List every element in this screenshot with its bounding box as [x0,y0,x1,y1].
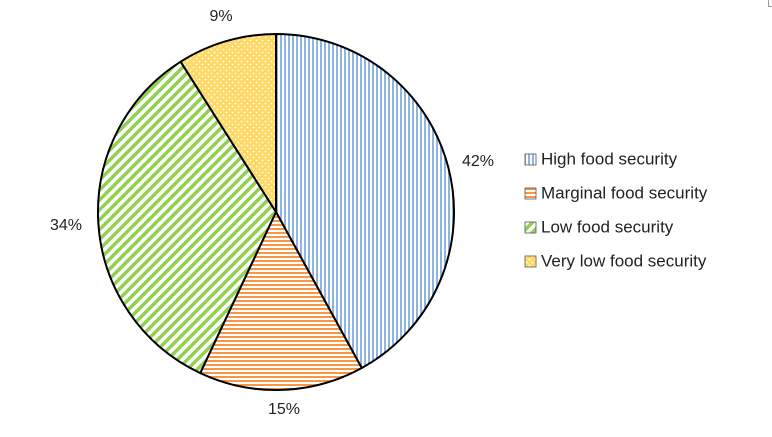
legend-swatch-high-food-security [524,153,537,166]
pie-slice-high-food-security [275,33,455,369]
legend-label-high-food-security: High food security [541,149,678,168]
slice-label-very-low-food-security: 9% [209,8,232,25]
legend-label-marginal-food-security: Marginal food security [541,183,708,202]
legend-label-low-food-security: Low food security [541,217,674,236]
slice-label-marginal-food-security: 15% [268,401,300,418]
legend-swatch-marginal-food-security [524,187,537,200]
legend: High food security Marginal food security… [524,149,708,270]
pie-slice-marginal-food-security [199,211,363,391]
slice-labels: 42% 15% 34% 9% [50,8,494,418]
legend-swatch-very-low-food-security [524,255,537,268]
pie-slice-low-food-security [97,60,277,375]
corner-mark [768,0,772,7]
legend-label-very-low-food-security: Very low food security [541,251,707,270]
legend-swatch-low-food-security [524,221,537,234]
slice-label-high-food-security: 42% [462,153,494,170]
pie-slices [97,33,455,391]
slice-label-low-food-security: 34% [50,217,82,234]
pie-slice-very-low-food-security [179,33,277,213]
